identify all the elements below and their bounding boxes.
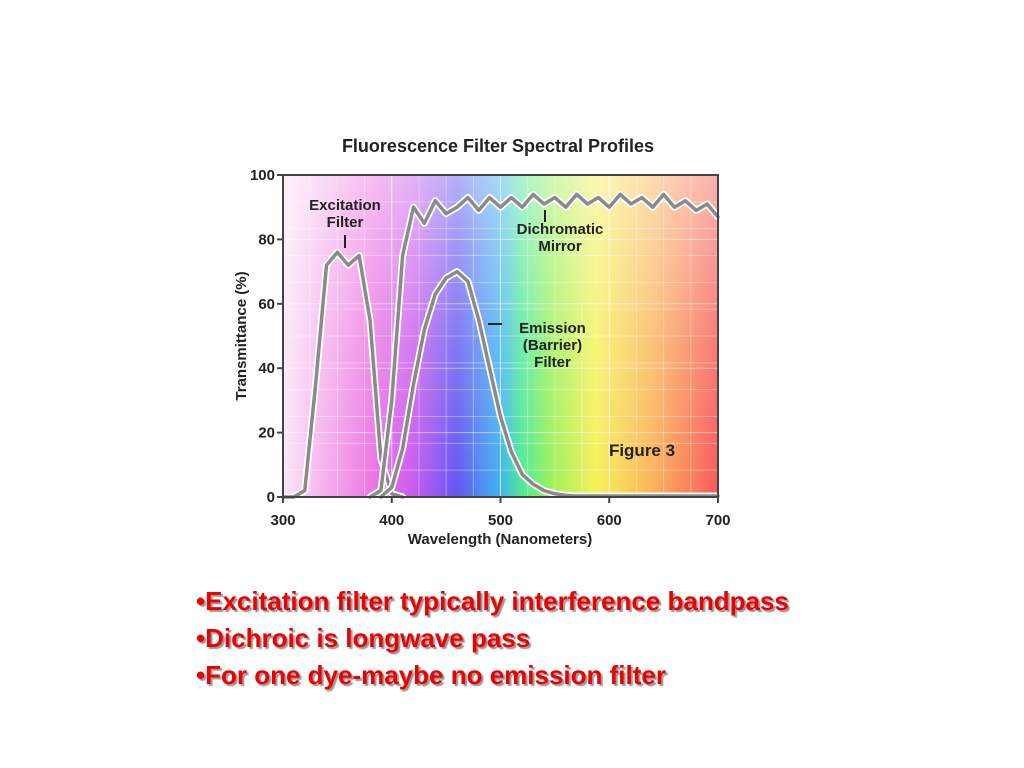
y-tick-label: 100 — [250, 167, 275, 184]
y-tick-label: 60 — [258, 296, 275, 313]
bullet: •Dichroic is longwave pass — [196, 623, 531, 653]
x-tick-label: 700 — [705, 512, 730, 529]
series-label: Dichromatic Mirror — [516, 221, 604, 255]
annotation: Figure 3 — [609, 441, 675, 460]
y-tick-label: 40 — [258, 360, 275, 377]
x-tick-label: 600 — [597, 512, 622, 529]
bullet: •For one dye-maybe no emission filter — [196, 660, 666, 690]
series-label: Emission (Barrier) Filter — [519, 320, 586, 371]
bullet-list: •Excitation filter typically interferenc… — [196, 583, 789, 694]
line — [368, 192, 720, 499]
y-tick-label: 0 — [267, 489, 275, 506]
x-tick-label: 300 — [270, 512, 295, 529]
series-label: Excitation Filter — [309, 197, 381, 231]
x-axis-label: Wavelength (Nanometers) — [408, 531, 592, 548]
x-tick-label: 400 — [379, 512, 404, 529]
y-tick-label: 20 — [258, 425, 275, 442]
x-tick-label: 500 — [488, 512, 513, 529]
bullet: •Excitation filter typically interferenc… — [196, 586, 789, 616]
chart-title: Fluorescence Filter Spectral Profiles — [342, 136, 654, 156]
chart: Fluorescence Filter Spectral Profiles Wa… — [233, 136, 731, 548]
y-tick-label: 80 — [258, 231, 275, 248]
y-axis-label: Transmittance (%) — [233, 271, 250, 400]
